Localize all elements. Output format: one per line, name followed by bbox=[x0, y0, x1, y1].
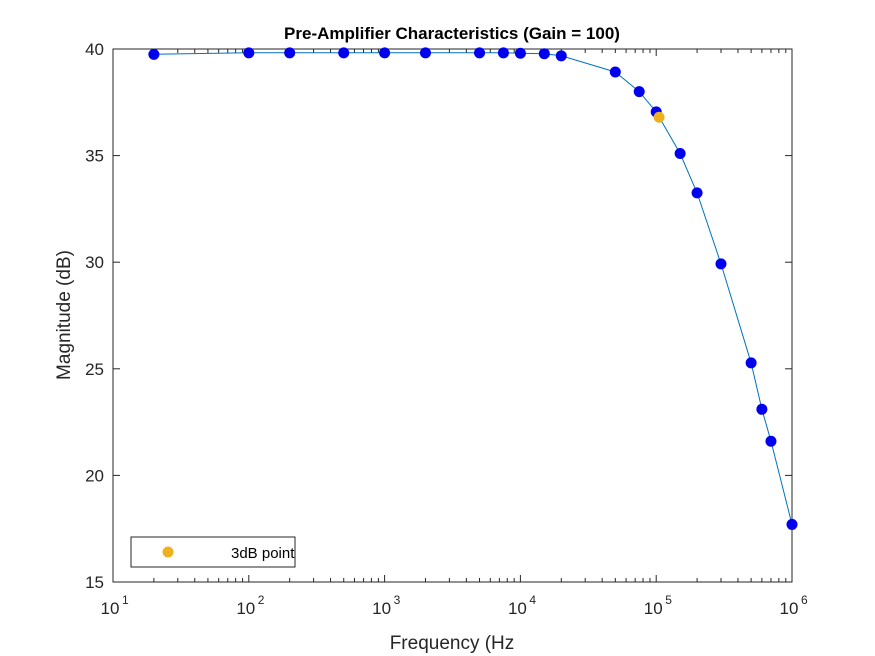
data-point bbox=[338, 47, 350, 59]
y-axis-label: Magnitude (dB) bbox=[54, 250, 75, 380]
x-tick-label-exponent: 5 bbox=[665, 593, 672, 607]
plot-area bbox=[112, 48, 793, 583]
data-point bbox=[745, 357, 757, 369]
data-point bbox=[786, 518, 798, 530]
data-point bbox=[474, 47, 486, 59]
data-point bbox=[715, 258, 727, 270]
data-point bbox=[497, 47, 509, 59]
y-tick-label: 15 bbox=[85, 573, 104, 592]
x-tick-label-exponent: 6 bbox=[801, 593, 808, 607]
y-tick-label: 40 bbox=[85, 40, 104, 59]
data-point bbox=[633, 86, 645, 98]
legend-marker-3db-point bbox=[162, 546, 174, 558]
data-point bbox=[148, 48, 160, 60]
data-point bbox=[555, 50, 567, 62]
data-point bbox=[674, 147, 686, 159]
data-point bbox=[243, 47, 255, 59]
legend: 3dB point bbox=[130, 536, 296, 568]
data-point bbox=[609, 66, 621, 78]
legend-label-3db-point: 3dB point bbox=[231, 545, 295, 562]
y-tick-label: 20 bbox=[85, 466, 104, 485]
data-point bbox=[756, 403, 768, 415]
x-ticks: 10 1 10 2 10 3 10 4 10 5 10 6 bbox=[101, 49, 808, 618]
x-tick-label-exponent: 4 bbox=[529, 593, 536, 607]
legend-box bbox=[130, 536, 296, 568]
y-tick-label: 30 bbox=[85, 253, 104, 272]
data-point bbox=[538, 48, 550, 60]
x-tick-label: 10 bbox=[508, 599, 527, 618]
x-axis-label: Frequency (Hz bbox=[390, 633, 515, 654]
x-tick-label-exponent: 2 bbox=[258, 593, 265, 607]
x-tick-label: 10 bbox=[236, 599, 255, 618]
x-tick-label: 10 bbox=[101, 599, 120, 618]
data-point bbox=[419, 47, 431, 59]
x-tick-label: 10 bbox=[780, 599, 799, 618]
data-point bbox=[379, 47, 391, 59]
y-ticks: 15 20 25 30 35 40 bbox=[85, 40, 792, 592]
chart-title: Pre-Amplifier Characteristics (Gain = 10… bbox=[284, 24, 620, 43]
series-layer bbox=[148, 47, 798, 530]
y-tick-label: 25 bbox=[85, 360, 104, 379]
y-tick-label: 35 bbox=[85, 147, 104, 166]
x-tick-label: 10 bbox=[644, 599, 663, 618]
data-point bbox=[514, 47, 526, 59]
data-point bbox=[691, 187, 703, 199]
x-tick-label-exponent: 1 bbox=[122, 593, 129, 607]
x-tick-label: 10 bbox=[372, 599, 391, 618]
data-point-3db bbox=[653, 111, 665, 123]
data-point bbox=[765, 435, 777, 447]
x-tick-label-exponent: 3 bbox=[394, 593, 401, 607]
data-point bbox=[284, 47, 296, 59]
